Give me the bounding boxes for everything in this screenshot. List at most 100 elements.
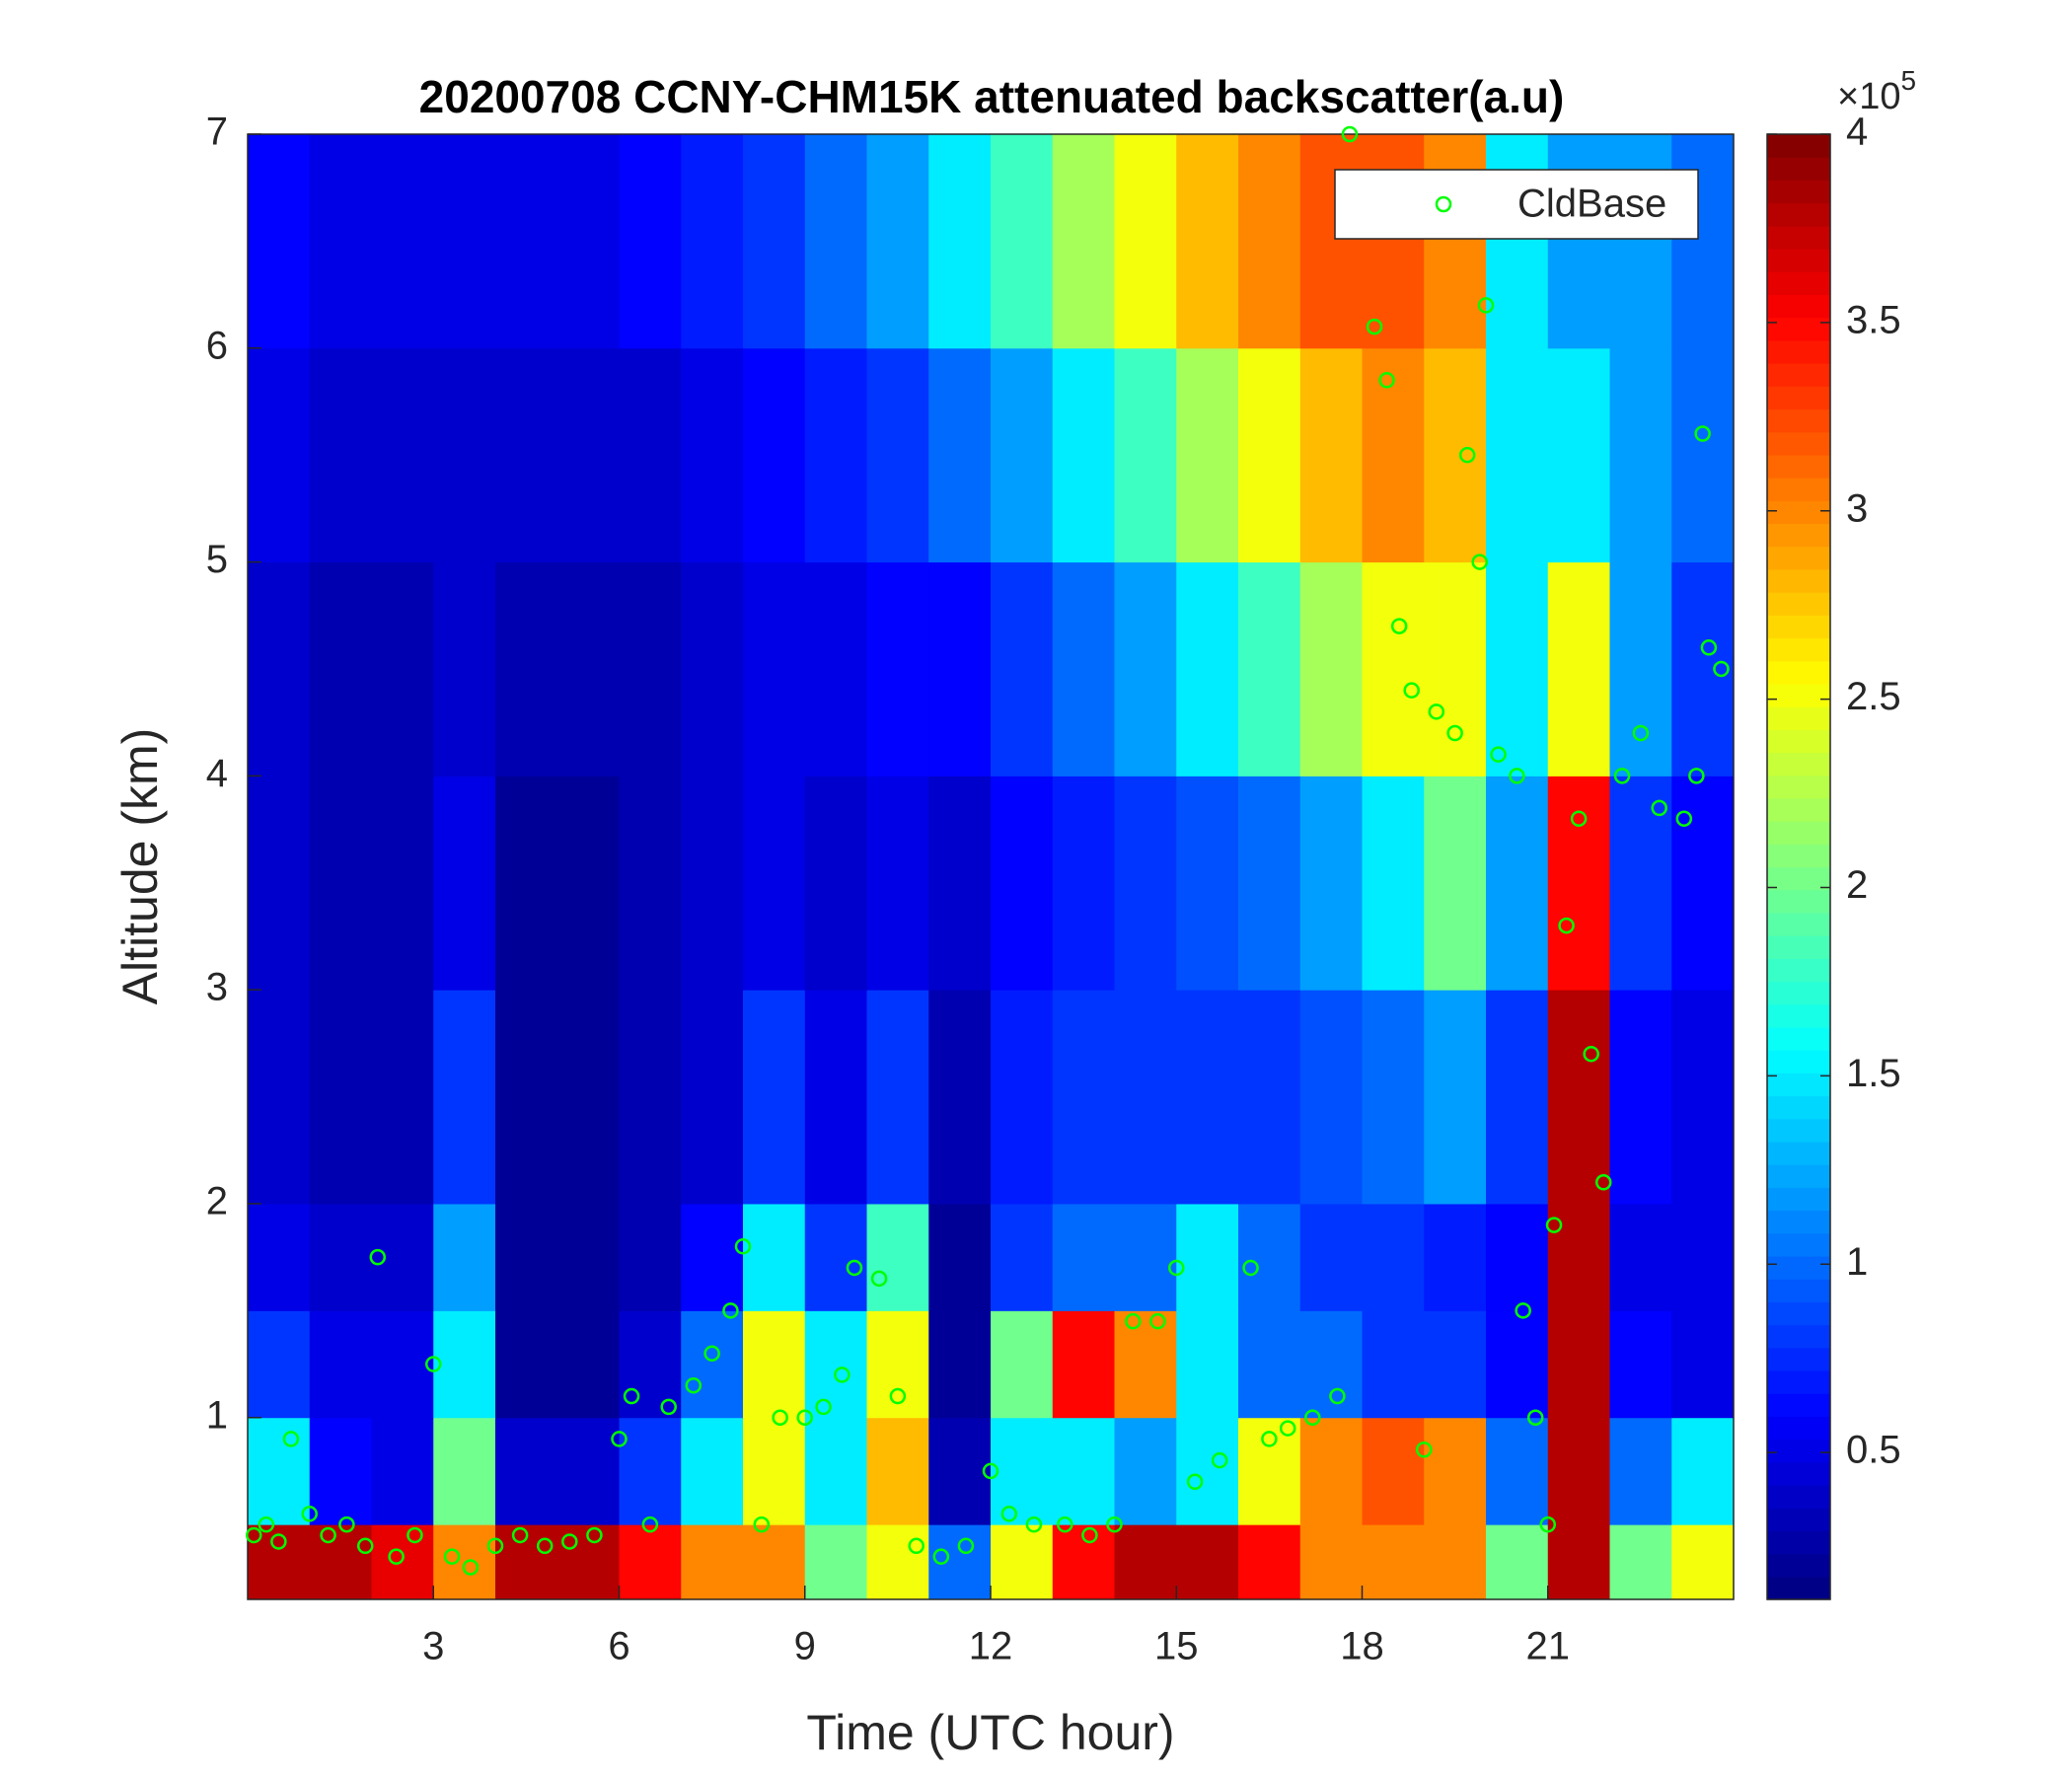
heatmap-cell	[1362, 1417, 1425, 1525]
heatmap-cell	[1547, 1524, 1610, 1600]
scatter-point	[1428, 703, 1445, 720]
heatmap-cell	[928, 1203, 992, 1311]
heatmap-cell	[1238, 134, 1301, 349]
colorbar-frame	[1766, 133, 1831, 1600]
heatmap-cell	[991, 1524, 1054, 1600]
scatter-point	[1651, 799, 1667, 817]
heatmap-cell	[1176, 561, 1239, 777]
colorbar-tick-label: 2	[1846, 863, 1868, 907]
heatmap-cell	[681, 1524, 744, 1600]
heatmap-cell	[1114, 134, 1177, 349]
heatmap-cell	[743, 134, 806, 349]
heatmap-cell	[1547, 1417, 1610, 1525]
x-tick-label: 6	[608, 1625, 629, 1668]
scatter-point	[511, 1526, 529, 1544]
heatmap-cell	[371, 1203, 434, 1311]
heatmap-cell	[1671, 1203, 1735, 1311]
heatmap-cell	[1547, 776, 1610, 991]
heatmap-cell	[619, 776, 682, 991]
heatmap-cell	[248, 347, 311, 563]
y-tick-label: 7	[206, 111, 228, 154]
scatter-point	[1613, 768, 1631, 784]
heatmap-cell	[1114, 1417, 1177, 1525]
colorbar-segment	[1767, 1576, 1830, 1600]
heatmap-cell	[1052, 347, 1115, 563]
scatter-point	[908, 1537, 925, 1555]
heatmap-cell	[1671, 990, 1735, 1205]
colorbar-segment	[1767, 478, 1830, 501]
heatmap-cell	[1486, 776, 1549, 991]
heatmap-cell	[681, 990, 744, 1205]
colorbar-segment	[1767, 752, 1830, 777]
heatmap-cell	[248, 1417, 311, 1525]
heatmap-cell	[433, 347, 496, 563]
heatmap-cell	[1176, 1310, 1239, 1419]
scatter-point	[641, 1516, 659, 1533]
heatmap-cell	[743, 1417, 806, 1525]
heatmap-cell	[309, 134, 372, 349]
heatmap-cell	[1362, 1310, 1425, 1419]
scatter-point	[1509, 768, 1525, 784]
heatmap-cell	[1052, 134, 1115, 349]
scatter-point	[623, 1387, 640, 1405]
heatmap-cell	[991, 1203, 1054, 1311]
scatter-point	[1688, 768, 1705, 784]
heatmap-cell	[1299, 990, 1363, 1205]
heatmap-cell	[1299, 1524, 1363, 1600]
heatmap-cell	[1362, 561, 1425, 777]
heatmap-cell	[681, 1203, 744, 1311]
scatter-point	[1081, 1526, 1098, 1544]
colorbar-segment	[1767, 157, 1830, 182]
heatmap-cell	[1424, 1524, 1487, 1600]
scatter-point	[1446, 724, 1463, 742]
colorbar-segment	[1767, 271, 1830, 296]
heatmap-cell	[495, 347, 558, 563]
colorbar-segment	[1767, 202, 1830, 227]
scatter-point	[1341, 125, 1359, 143]
heatmap-cell	[248, 776, 311, 991]
heatmap-cell	[1299, 1203, 1363, 1311]
heatmap-cell	[743, 776, 806, 991]
heatmap-cell	[1362, 1203, 1425, 1311]
colorbar-segment	[1767, 1255, 1830, 1280]
colorbar-segment	[1767, 339, 1830, 364]
scatter-point	[1329, 1387, 1346, 1405]
colorbar-segment	[1767, 408, 1830, 433]
heatmap-cell	[1671, 776, 1735, 991]
colorbar-tick-label: 1.5	[1846, 1052, 1901, 1095]
x-tick-label: 3	[422, 1625, 444, 1668]
colorbar-segment	[1767, 637, 1830, 662]
colorbar-segment	[1767, 1416, 1830, 1441]
scatter-point	[1477, 297, 1495, 314]
colorbar-segment	[1767, 1530, 1830, 1555]
heatmap-cell	[928, 561, 992, 777]
heatmap-cell	[1424, 1203, 1487, 1311]
heatmap-cell	[1547, 134, 1610, 349]
scatter-point	[703, 1345, 720, 1362]
scatter-point	[1700, 639, 1718, 656]
scatter-point	[1694, 425, 1711, 442]
heatmap-cell	[1114, 990, 1177, 1205]
colorbar-segment	[1767, 500, 1830, 525]
scatter-point	[932, 1548, 950, 1565]
heatmap-cell	[1486, 1417, 1549, 1525]
scatter-point	[1403, 682, 1420, 699]
heatmap-cell	[1486, 134, 1549, 349]
colorbar-segment	[1767, 386, 1830, 410]
heatmap-cell	[495, 1310, 558, 1419]
colorbar-segment	[1767, 1484, 1830, 1509]
scatter-point	[338, 1516, 355, 1533]
colorbar-segment	[1767, 889, 1830, 914]
heatmap-cell	[1114, 1310, 1177, 1419]
y-axis-label: Altitude (km)	[112, 728, 168, 1005]
scatter-point	[270, 1533, 287, 1550]
heatmap-cell	[1114, 1203, 1177, 1311]
colorbar-tick-label: 3	[1846, 486, 1868, 530]
heatmap-cell	[804, 776, 867, 991]
heatmap-cell	[1052, 561, 1115, 777]
heatmap-cell	[371, 347, 434, 563]
heatmap-cell	[866, 1310, 929, 1419]
heatmap-cell	[1299, 1417, 1363, 1525]
colorbar-segment	[1767, 1439, 1830, 1463]
